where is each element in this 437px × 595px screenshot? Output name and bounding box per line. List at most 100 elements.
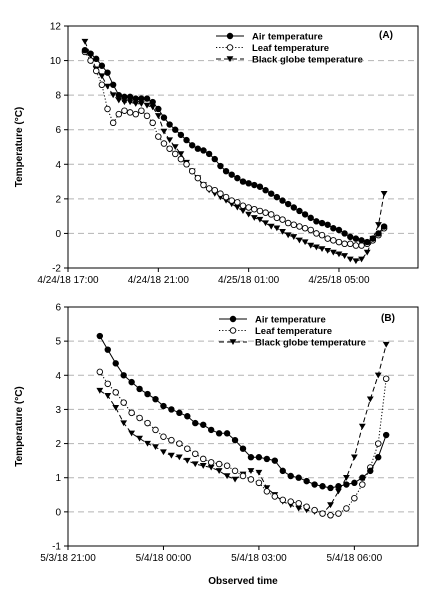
data-point — [112, 389, 119, 396]
data-point — [207, 464, 215, 471]
data-point — [233, 204, 241, 211]
y-tick-label: -2 — [52, 264, 61, 275]
data-point — [250, 215, 258, 221]
data-point — [166, 145, 173, 152]
data-point — [271, 457, 279, 464]
data-point — [126, 109, 134, 116]
y-tick-label: 5 — [55, 337, 61, 348]
data-point — [335, 226, 343, 234]
data-point — [358, 242, 365, 249]
data-point — [375, 222, 382, 228]
data-point — [247, 454, 255, 461]
data-point — [296, 223, 303, 230]
data-point — [374, 440, 382, 447]
data-point — [128, 378, 135, 386]
plot-frame — [67, 306, 419, 547]
data-point — [295, 474, 302, 481]
data-point — [327, 484, 334, 492]
data-point — [263, 488, 271, 495]
data-point — [166, 137, 174, 144]
data-point — [172, 126, 179, 133]
data-point — [176, 440, 183, 447]
x-tick-label: 5/4/18 06:00 — [327, 553, 383, 564]
data-point — [166, 121, 173, 128]
data-point — [284, 200, 292, 208]
y-tick-label: 2 — [55, 194, 61, 205]
data-point — [199, 455, 207, 463]
data-point — [296, 237, 303, 244]
x-tick-label: 4/24/18 17:00 — [37, 275, 99, 286]
panel-b: -1 0 1 2 3 4 5 6 5/3/18 21:00 5/4/18 00:00 5/4/18 … — [14, 303, 419, 587]
data-point — [112, 405, 120, 411]
data-point — [191, 461, 199, 468]
data-point — [367, 467, 374, 475]
data-point — [109, 92, 117, 99]
data-point — [96, 368, 104, 376]
y-axis-label: Temperature (°C) — [14, 386, 25, 467]
data-point — [217, 190, 224, 197]
data-point — [98, 62, 106, 69]
data-point — [380, 223, 388, 230]
data-point — [160, 402, 167, 410]
y-tick-label: 10 — [50, 56, 62, 67]
data-point — [109, 81, 117, 88]
data-point — [228, 171, 235, 178]
data-point — [104, 83, 111, 90]
data-point — [290, 204, 298, 211]
data-point — [115, 91, 123, 99]
data-point — [128, 430, 136, 437]
data-point — [239, 208, 247, 215]
data-point — [313, 230, 320, 237]
data-point — [121, 93, 128, 101]
legend-label: Leaf temperature — [255, 326, 332, 337]
data-point — [188, 167, 196, 175]
data-point — [144, 419, 151, 427]
data-point — [279, 216, 286, 223]
data-point — [152, 395, 159, 403]
data-point — [160, 114, 168, 121]
data-point — [149, 119, 156, 127]
data-point — [330, 237, 337, 244]
data-point — [239, 472, 247, 480]
data-point — [222, 193, 230, 201]
data-point — [318, 246, 326, 253]
data-point — [346, 256, 354, 263]
panel-label: (B) — [381, 313, 395, 324]
data-point — [132, 110, 139, 118]
data-point — [155, 105, 162, 113]
data-point — [87, 50, 94, 57]
legend-marker — [229, 315, 237, 323]
data-point — [104, 393, 112, 399]
data-point — [143, 112, 151, 120]
data-point — [132, 95, 139, 102]
data-point — [98, 81, 106, 89]
data-point — [284, 232, 292, 239]
y-tick-label: 4 — [55, 160, 61, 171]
data-point — [149, 104, 157, 111]
data-point — [271, 493, 279, 500]
data-point — [351, 479, 358, 487]
data-point — [318, 231, 326, 239]
data-point — [290, 221, 298, 229]
data-point — [205, 185, 213, 192]
y-tick-label: 6 — [55, 125, 61, 136]
data-point — [152, 444, 159, 451]
data-point — [267, 211, 275, 218]
series-leaf-temperature — [81, 48, 388, 249]
data-point — [341, 240, 348, 248]
data-point — [359, 474, 366, 481]
data-point — [352, 235, 360, 242]
data-point — [251, 205, 258, 213]
data-point — [81, 47, 89, 54]
data-point — [160, 128, 168, 135]
data-point — [279, 197, 286, 204]
data-point — [382, 341, 390, 348]
data-point — [303, 477, 310, 485]
y-tick-label: 0 — [55, 229, 61, 240]
data-point — [137, 101, 145, 107]
data-point — [132, 101, 140, 107]
x-tick-label: 5/4/18 00:00 — [136, 553, 192, 564]
data-point — [199, 463, 207, 469]
